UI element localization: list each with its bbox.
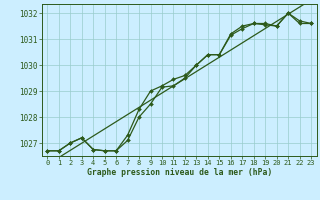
X-axis label: Graphe pression niveau de la mer (hPa): Graphe pression niveau de la mer (hPa) xyxy=(87,168,272,177)
